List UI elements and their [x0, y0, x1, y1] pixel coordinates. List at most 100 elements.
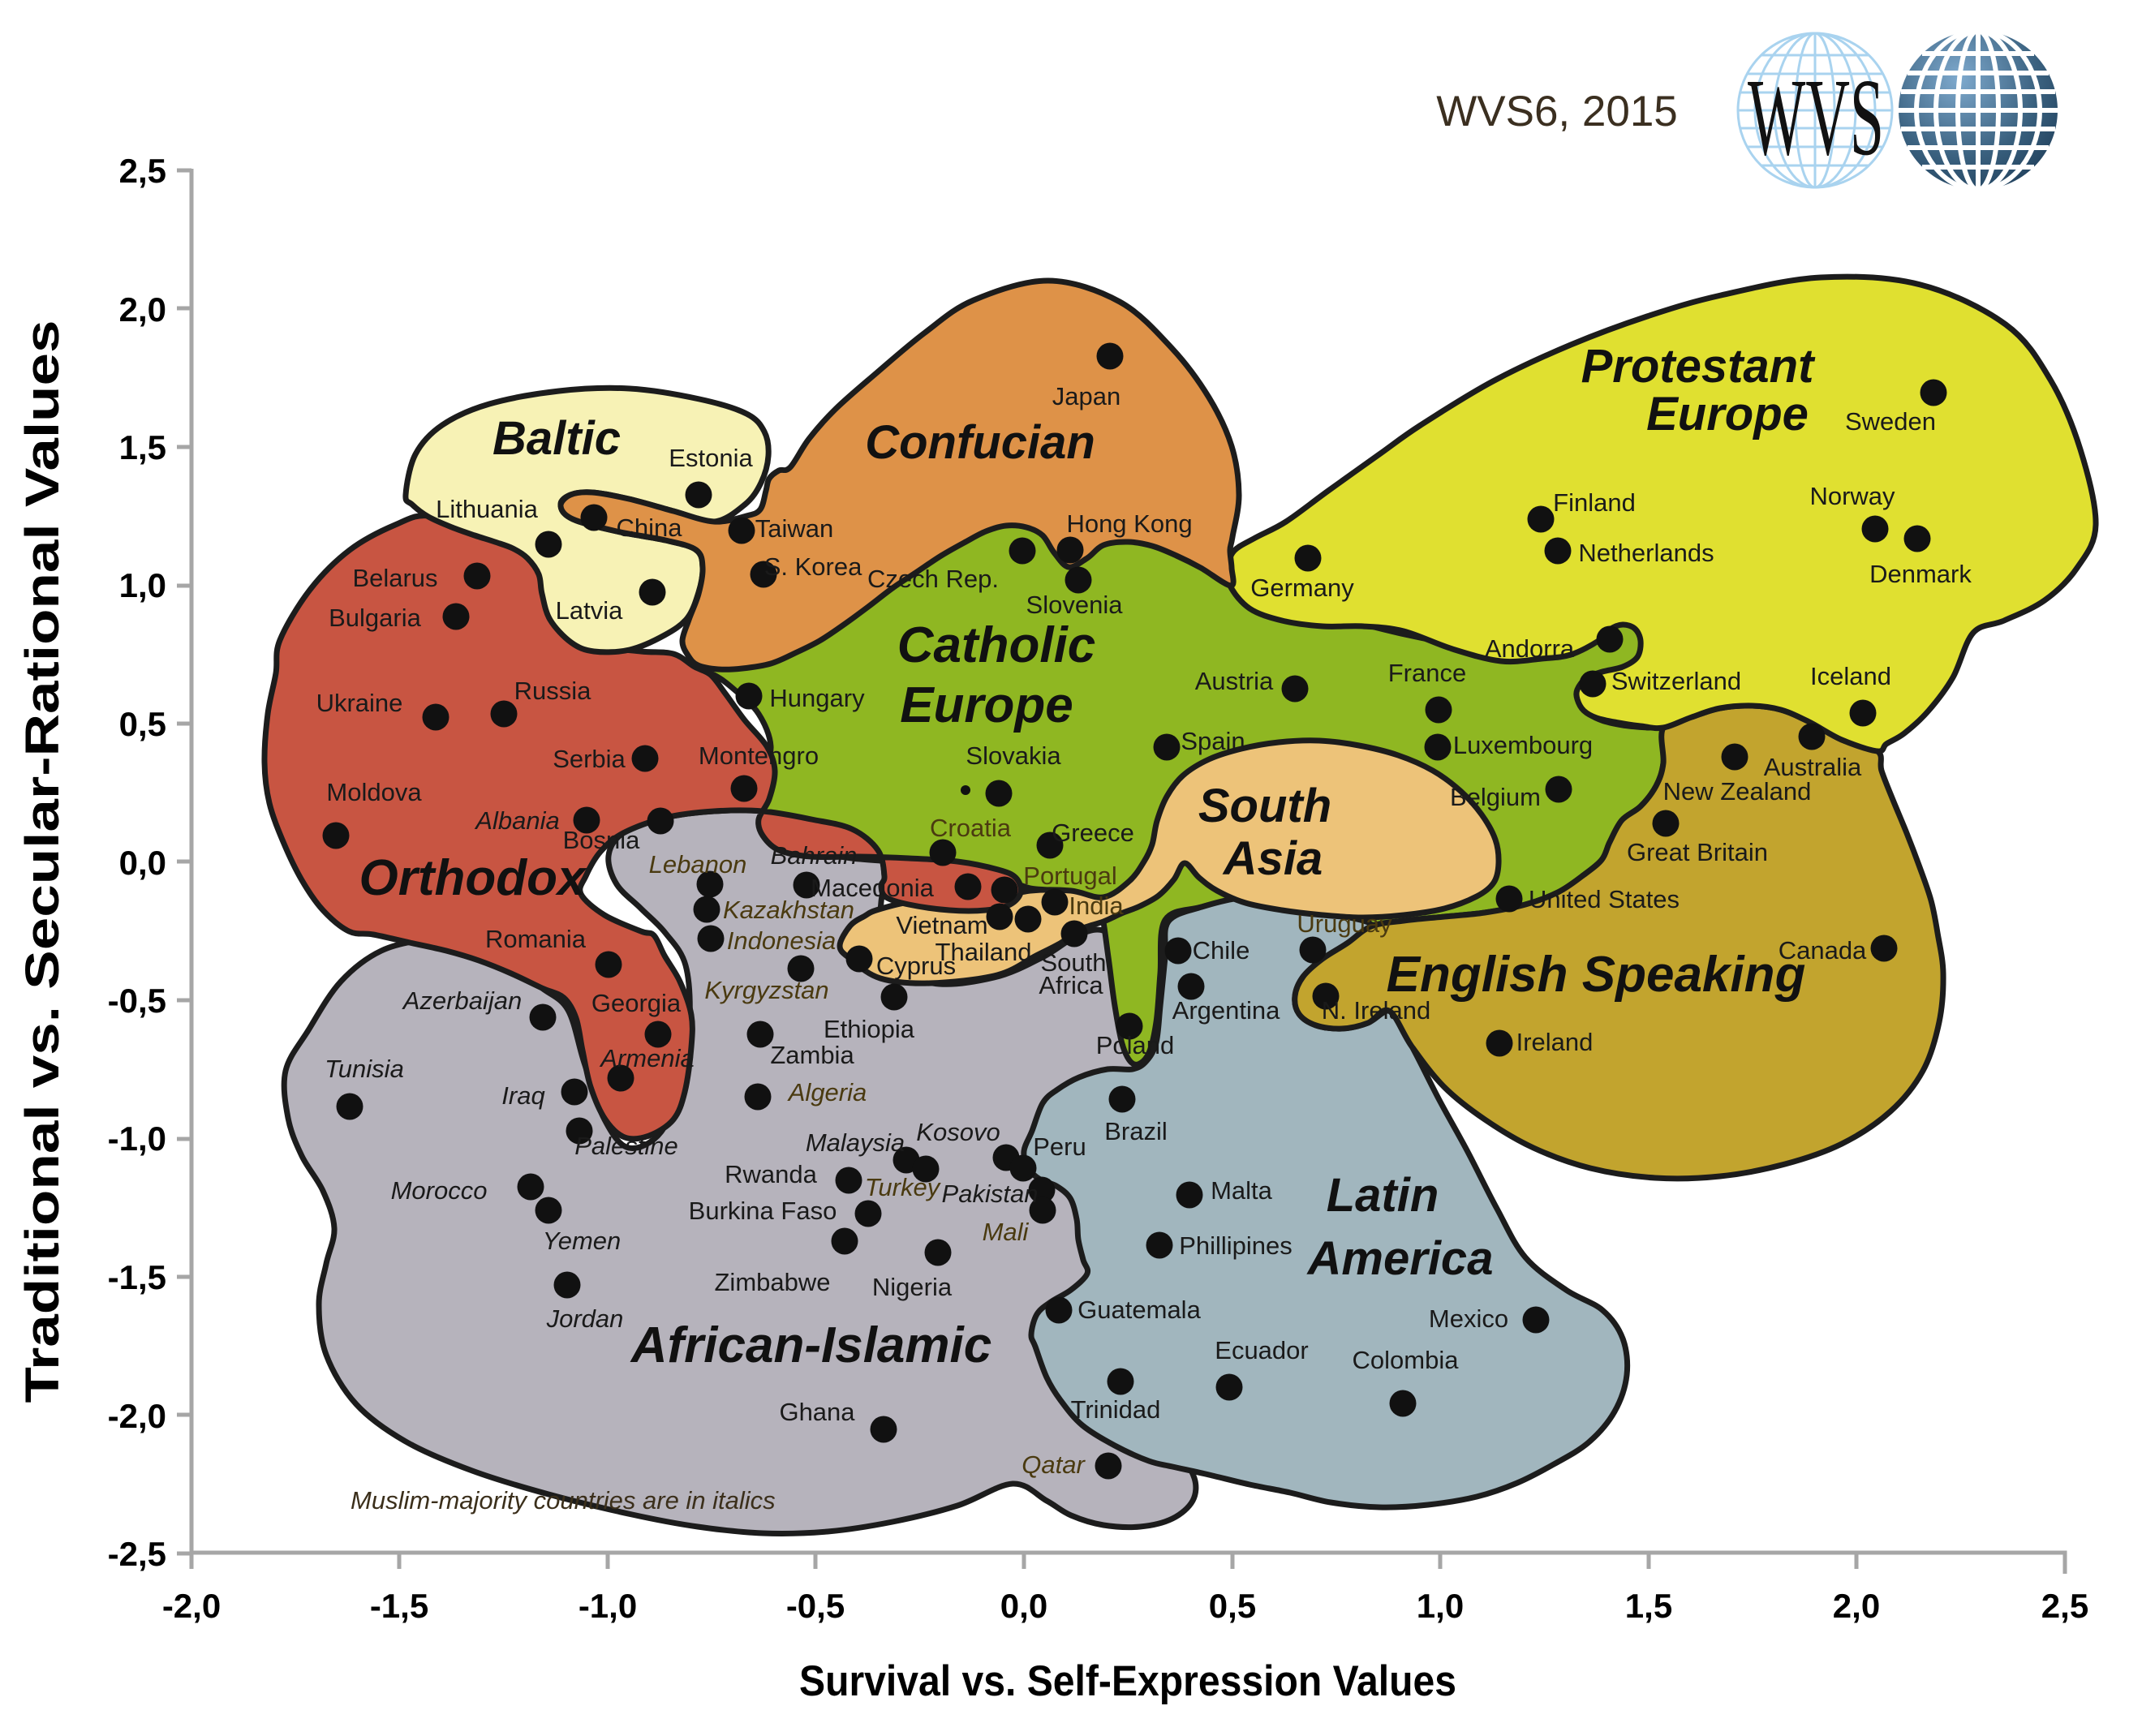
svg-text:Taiwan: Taiwan — [755, 514, 834, 543]
svg-text:Rwanda: Rwanda — [725, 1160, 817, 1188]
svg-text:America: America — [1306, 1232, 1494, 1285]
svg-text:Canada: Canada — [1779, 936, 1867, 965]
svg-text:-1,5: -1,5 — [108, 1258, 166, 1296]
svg-text:Armenia: Armenia — [599, 1044, 694, 1072]
svg-text:S. Korea: S. Korea — [764, 552, 862, 581]
svg-text:Zimbabwe: Zimbabwe — [715, 1268, 831, 1296]
svg-text:Thailand: Thailand — [936, 938, 1032, 966]
svg-text:Denmark: Denmark — [1869, 560, 1972, 588]
svg-text:Europe: Europe — [1646, 388, 1809, 440]
svg-text:Switzerland: Switzerland — [1611, 667, 1741, 695]
svg-text:Morocco: Morocco — [391, 1176, 488, 1205]
svg-text:Trinidad: Trinidad — [1071, 1395, 1161, 1424]
svg-text:Kyrgyzstan: Kyrgyzstan — [704, 976, 828, 1004]
svg-text:Qatar: Qatar — [1022, 1450, 1086, 1479]
svg-text:Slovakia: Slovakia — [966, 741, 1061, 770]
svg-text:South: South — [1040, 948, 1106, 977]
svg-text:Bahrain: Bahrain — [771, 841, 858, 870]
svg-text:2,0: 2,0 — [1833, 1587, 1880, 1625]
svg-text:Protestant: Protestant — [1581, 340, 1817, 393]
svg-text:South: South — [1198, 780, 1331, 832]
svg-text:-0,5: -0,5 — [786, 1587, 845, 1625]
svg-text:Serbia: Serbia — [553, 745, 626, 773]
svg-text:African-Islamic: African-Islamic — [630, 1317, 992, 1373]
svg-text:Palestine: Palestine — [574, 1132, 678, 1160]
svg-text:Romania: Romania — [485, 925, 587, 953]
svg-text:1,5: 1,5 — [119, 428, 166, 466]
svg-text:Greece: Greece — [1052, 819, 1134, 847]
svg-text:Cyprus: Cyprus — [876, 952, 956, 980]
svg-text:Mali: Mali — [983, 1218, 1030, 1246]
svg-text:Orthodox: Orthodox — [359, 850, 587, 906]
svg-text:Ethiopia: Ethiopia — [824, 1015, 915, 1043]
svg-text:-1,5: -1,5 — [370, 1587, 428, 1625]
svg-text:2,5: 2,5 — [2041, 1587, 2088, 1625]
svg-text:Colombia: Colombia — [1353, 1346, 1460, 1374]
svg-text:Moldova: Moldova — [326, 778, 422, 806]
svg-text:2,5: 2,5 — [119, 152, 166, 190]
svg-text:1,0: 1,0 — [119, 566, 166, 604]
svg-text:0,5: 0,5 — [119, 705, 166, 743]
svg-text:Estonia: Estonia — [669, 444, 753, 472]
svg-text:India: India — [1069, 892, 1124, 920]
svg-text:Iraq: Iraq — [501, 1081, 545, 1110]
svg-text:Indonesia: Indonesia — [727, 926, 836, 955]
svg-text:Turkey: Turkey — [865, 1173, 942, 1201]
svg-text:Lebanon: Lebanon — [649, 850, 747, 879]
svg-text:Australia: Australia — [1764, 753, 1862, 781]
svg-text:Sweden: Sweden — [1845, 407, 1936, 436]
svg-text:1,0: 1,0 — [1417, 1587, 1464, 1625]
svg-text:Bulgaria: Bulgaria — [329, 604, 421, 632]
svg-text:1,5: 1,5 — [1625, 1587, 1672, 1625]
svg-text:Czech Rep.: Czech Rep. — [867, 565, 999, 593]
svg-text:China: China — [617, 513, 683, 542]
svg-text:Brazil: Brazil — [1104, 1117, 1168, 1145]
svg-text:Mexico: Mexico — [1429, 1304, 1508, 1333]
svg-text:Russia: Russia — [514, 677, 592, 705]
svg-text:English Speaking: English Speaking — [1387, 947, 1806, 1003]
svg-text:Kosovo: Kosovo — [916, 1118, 1000, 1146]
svg-text:Uruguay: Uruguay — [1297, 909, 1392, 938]
svg-text:Netherlands: Netherlands — [1578, 539, 1714, 567]
svg-text:Yemen: Yemen — [543, 1227, 622, 1255]
svg-text:Peru: Peru — [1033, 1132, 1086, 1161]
svg-text:Burkina Faso: Burkina Faso — [689, 1197, 837, 1225]
svg-text:Africa: Africa — [1039, 971, 1103, 999]
svg-text:N. Ireland: N. Ireland — [1322, 996, 1430, 1025]
svg-text:Catholic: Catholic — [897, 617, 1096, 673]
svg-text:Asia: Asia — [1222, 832, 1323, 885]
svg-text:Andorra: Andorra — [1485, 634, 1575, 663]
svg-text:United States: United States — [1529, 885, 1680, 913]
svg-text:Japan: Japan — [1052, 382, 1120, 410]
svg-text:Azerbaijan: Azerbaijan — [402, 986, 522, 1015]
svg-text:Croatia: Croatia — [930, 814, 1012, 842]
svg-text:Germany: Germany — [1250, 574, 1354, 602]
svg-text:Montengro: Montengro — [699, 741, 819, 770]
svg-text:Traditional vs. Secular-Ration: Traditional vs. Secular-Rational Values — [16, 320, 69, 1403]
svg-text:0,0: 0,0 — [1000, 1587, 1047, 1625]
svg-text:Bosnia: Bosnia — [563, 826, 641, 854]
svg-text:-2,0: -2,0 — [108, 1397, 166, 1435]
svg-text:-2,5: -2,5 — [108, 1535, 166, 1573]
svg-text:Ghana: Ghana — [779, 1398, 855, 1426]
svg-text:2,0: 2,0 — [119, 290, 166, 329]
svg-text:Pakistan: Pakistan — [942, 1180, 1039, 1208]
svg-text:Baltic: Baltic — [492, 412, 621, 465]
svg-text:Vietnam: Vietnam — [896, 911, 987, 939]
svg-text:Kazakhstan: Kazakhstan — [723, 896, 854, 924]
svg-text:Poland: Poland — [1096, 1031, 1175, 1059]
svg-text:France: France — [1388, 659, 1466, 687]
svg-text:Lithuania: Lithuania — [436, 495, 539, 523]
svg-text:Muslim-majority countries are: Muslim-majority countries are in italics — [351, 1486, 776, 1515]
svg-text:0,0: 0,0 — [119, 844, 166, 882]
svg-text:0,5: 0,5 — [1209, 1587, 1256, 1625]
svg-text:Albania: Albania — [474, 806, 559, 835]
svg-text:Malaysia: Malaysia — [806, 1128, 905, 1157]
svg-text:Malta: Malta — [1211, 1176, 1273, 1205]
svg-text:Macedonia: Macedonia — [811, 874, 934, 902]
svg-text:Belarus: Belarus — [352, 564, 437, 592]
svg-text:-0,5: -0,5 — [108, 982, 166, 1020]
svg-text:Latvia: Latvia — [556, 596, 623, 625]
svg-text:Guatemala: Guatemala — [1077, 1296, 1201, 1324]
svg-text:Nigeria: Nigeria — [872, 1273, 953, 1301]
